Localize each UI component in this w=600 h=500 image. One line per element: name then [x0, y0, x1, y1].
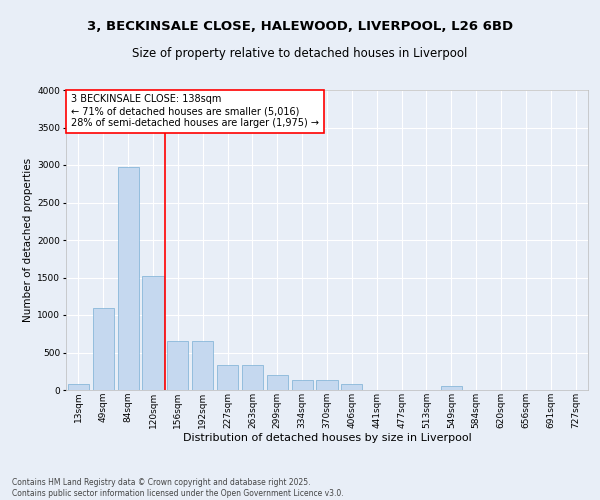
Bar [118, 167, 139, 390]
Bar [142, 276, 164, 390]
Bar [267, 375, 288, 390]
X-axis label: Distribution of detached houses by size in Liverpool: Distribution of detached houses by size … [182, 434, 472, 444]
Bar [167, 341, 188, 390]
Bar [242, 364, 263, 390]
Bar [316, 380, 338, 390]
Text: Size of property relative to detached houses in Liverpool: Size of property relative to detached ho… [133, 48, 467, 60]
Y-axis label: Number of detached properties: Number of detached properties [23, 158, 33, 322]
Text: Contains HM Land Registry data © Crown copyright and database right 2025.
Contai: Contains HM Land Registry data © Crown c… [12, 478, 344, 498]
Bar [217, 364, 238, 390]
Text: 3 BECKINSALE CLOSE: 138sqm
← 71% of detached houses are smaller (5,016)
28% of s: 3 BECKINSALE CLOSE: 138sqm ← 71% of deta… [71, 94, 319, 128]
Bar [93, 308, 114, 390]
Bar [68, 384, 89, 390]
Bar [192, 341, 213, 390]
Bar [441, 386, 462, 390]
Bar [292, 380, 313, 390]
Text: 3, BECKINSALE CLOSE, HALEWOOD, LIVERPOOL, L26 6BD: 3, BECKINSALE CLOSE, HALEWOOD, LIVERPOOL… [87, 20, 513, 33]
Bar [341, 384, 362, 390]
